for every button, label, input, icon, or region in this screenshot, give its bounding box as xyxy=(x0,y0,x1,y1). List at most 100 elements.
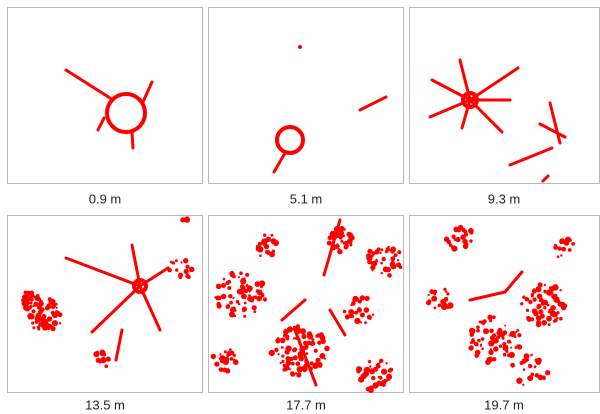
speckle xyxy=(234,309,237,312)
ray xyxy=(138,284,162,332)
speckle xyxy=(285,334,290,339)
speckle xyxy=(357,299,362,304)
ring xyxy=(105,92,147,134)
speckle xyxy=(528,364,533,369)
speckle xyxy=(229,311,235,318)
speckle xyxy=(431,295,438,302)
speckle xyxy=(569,238,572,242)
speckle xyxy=(536,357,542,364)
speckle xyxy=(554,293,558,297)
speckle xyxy=(349,241,353,244)
speckle xyxy=(245,284,249,288)
speckle xyxy=(364,321,367,325)
speckle xyxy=(297,337,301,342)
speckle xyxy=(298,341,302,346)
speckle xyxy=(219,353,222,356)
speckle xyxy=(489,328,494,334)
speckle xyxy=(240,284,245,290)
speckle xyxy=(327,235,333,241)
speckle xyxy=(261,238,268,245)
ray xyxy=(138,266,170,288)
speckle xyxy=(236,288,243,295)
speckle xyxy=(536,306,540,310)
speckle xyxy=(475,343,479,347)
speckle xyxy=(553,318,558,323)
speckle xyxy=(486,357,490,361)
speckle xyxy=(380,271,383,275)
speckle xyxy=(535,315,542,321)
point-cloud xyxy=(64,243,170,362)
speckle xyxy=(427,293,430,297)
speckle xyxy=(337,249,343,255)
speckle xyxy=(366,314,372,320)
speckle xyxy=(252,295,257,299)
speckle xyxy=(284,368,287,372)
speckle xyxy=(308,366,313,371)
speckle xyxy=(370,264,376,271)
speckle xyxy=(104,364,108,369)
ray xyxy=(468,290,507,302)
speckle xyxy=(27,296,33,301)
speckle xyxy=(234,361,238,365)
speckle xyxy=(358,307,361,310)
speckle xyxy=(385,266,391,273)
speckle xyxy=(241,306,247,312)
speckle xyxy=(324,357,326,360)
speckle xyxy=(55,310,58,313)
speckle xyxy=(387,273,392,278)
speckle xyxy=(474,353,480,358)
speckle xyxy=(254,281,261,287)
speckle xyxy=(493,346,499,352)
speckle xyxy=(23,305,29,311)
speckle xyxy=(464,242,469,247)
speckle xyxy=(171,261,176,265)
speckle xyxy=(483,328,489,335)
speckle xyxy=(504,324,507,327)
speckle xyxy=(378,375,383,380)
speckle xyxy=(256,289,263,296)
ray xyxy=(64,68,112,100)
speckle xyxy=(348,309,355,316)
speckle xyxy=(316,333,321,338)
speckle xyxy=(470,339,476,344)
speckle xyxy=(23,290,27,294)
speckle xyxy=(175,259,178,263)
speckle xyxy=(183,258,189,264)
panel-label: 19.7 m xyxy=(484,397,524,412)
speckle xyxy=(185,264,190,269)
speckle xyxy=(384,250,389,254)
speckle xyxy=(344,240,349,245)
speckle xyxy=(100,356,107,364)
point-cloud xyxy=(272,45,388,174)
speckle xyxy=(387,245,390,249)
speckle xyxy=(307,333,314,340)
speckle xyxy=(527,377,530,380)
speckle xyxy=(222,277,226,281)
speckle xyxy=(256,295,262,302)
speckle xyxy=(528,299,533,305)
speckle xyxy=(524,297,530,302)
speckle xyxy=(292,337,296,340)
speckle xyxy=(492,315,496,320)
speckle xyxy=(239,271,243,276)
speckle xyxy=(326,240,332,246)
speckle xyxy=(222,358,229,365)
speckle xyxy=(440,298,446,305)
speckle xyxy=(557,301,563,307)
speckle xyxy=(279,361,282,365)
speckle xyxy=(337,247,340,251)
speckle xyxy=(235,299,240,304)
speckle xyxy=(167,267,172,273)
speckle xyxy=(306,340,312,346)
speckle xyxy=(309,340,316,347)
speckle xyxy=(305,344,309,348)
speckle xyxy=(304,367,308,371)
speckle xyxy=(552,311,556,315)
speckle xyxy=(380,248,384,252)
speckle xyxy=(510,330,516,336)
speckle xyxy=(553,245,559,250)
speckle xyxy=(271,249,276,253)
speckle xyxy=(269,251,275,258)
speckle xyxy=(433,306,437,310)
speckle xyxy=(444,290,448,293)
